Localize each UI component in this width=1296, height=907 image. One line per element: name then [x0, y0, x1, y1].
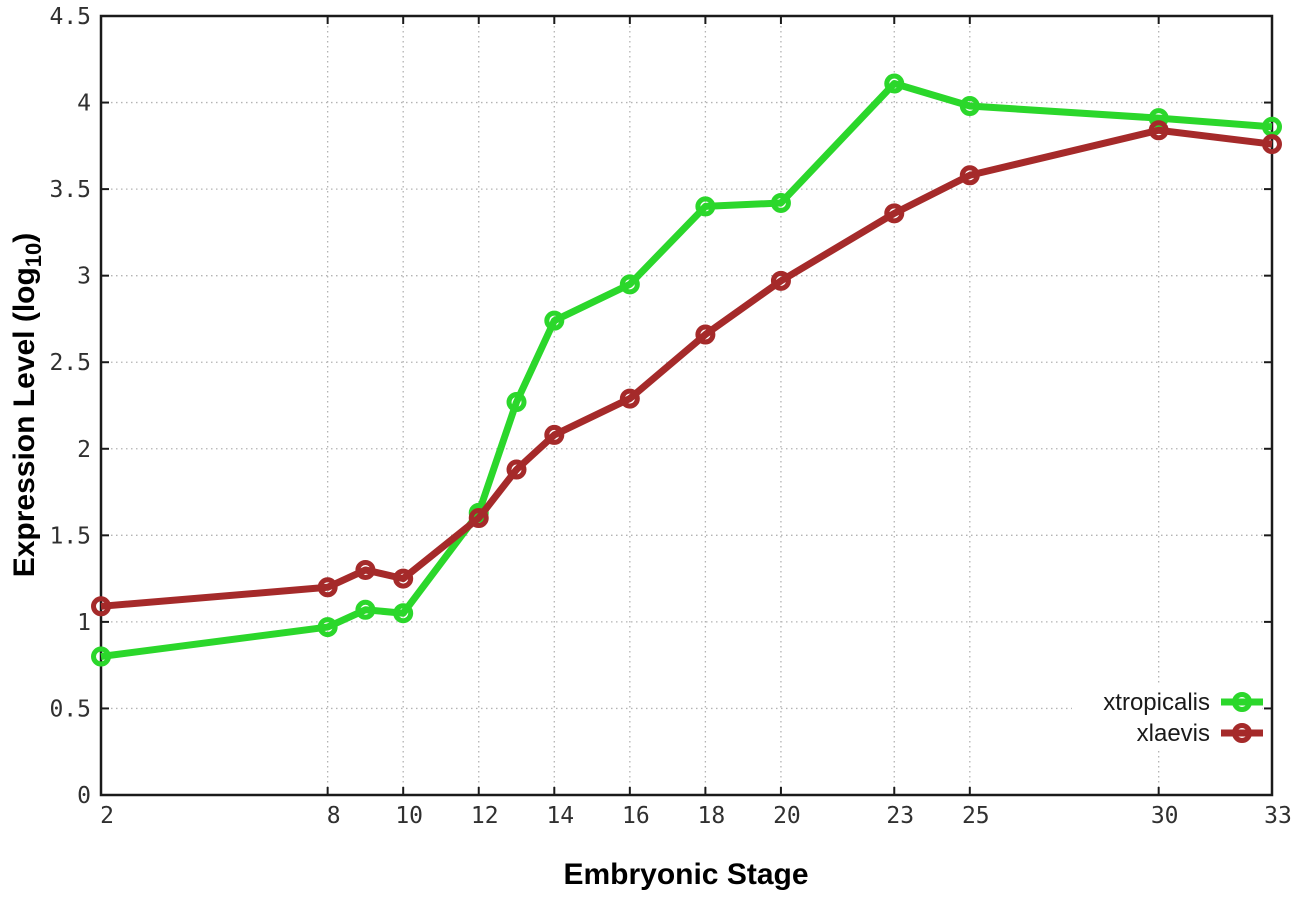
tick-label-layer: 2 8 10 12 14 16 18 20 23 25 30 33 0 0.5 1 1.5 2 2.5 3 3.5 4 4…	[49, 4, 1291, 829]
data-point-xlaevis	[884, 203, 905, 224]
y-tick-label: 1	[77, 610, 91, 636]
y-tick-label: 4	[77, 91, 91, 117]
data-point-xtropicalis	[91, 646, 111, 667]
x-tick-label: 10	[395, 803, 423, 829]
y-axis-title-close: )	[8, 233, 41, 243]
data-point-xtropicalis	[695, 196, 716, 217]
data-point-xtropicalis	[544, 310, 565, 331]
data-point-xtropicalis	[506, 392, 527, 413]
legend-label-xtropicalis: xtropicalis	[1103, 689, 1210, 716]
data-point-xtropicalis	[619, 274, 640, 295]
plot-border	[99, 14, 1274, 797]
data-point-xlaevis	[468, 508, 489, 529]
data-point-xlaevis	[355, 559, 376, 580]
x-tick-label: 30	[1151, 803, 1179, 829]
legend-marker-xtropicalis	[1232, 692, 1252, 712]
y-tick-label: 0.5	[49, 696, 91, 722]
x-tick-label: 18	[698, 803, 726, 829]
tick-layer	[100, 15, 1273, 796]
x-tick-label: 14	[546, 803, 574, 829]
data-point-xlaevis	[619, 388, 640, 409]
data-point-xlaevis	[959, 165, 980, 186]
grid-layer	[101, 16, 1272, 795]
y-tick-label: 4.5	[49, 4, 91, 30]
y-axis-title-subscript: 10	[21, 243, 46, 267]
data-point-xlaevis	[91, 596, 111, 617]
y-tick-label: 3	[77, 264, 91, 290]
data-point-xlaevis	[506, 459, 527, 480]
data-point-xtropicalis	[884, 73, 905, 94]
x-tick-label: 33	[1264, 803, 1292, 829]
data-point-xlaevis	[393, 568, 414, 589]
y-tick-label: 3.5	[49, 177, 91, 203]
x-tick-label: 20	[773, 803, 801, 829]
x-tick-label: 25	[962, 803, 990, 829]
y-tick-label: 2	[77, 437, 91, 463]
data-point-xlaevis	[695, 324, 716, 345]
x-tick-label: 12	[471, 803, 499, 829]
y-tick-label: 2.5	[49, 350, 91, 376]
data-point-xlaevis	[1262, 134, 1282, 155]
data-point-xtropicalis	[959, 96, 980, 117]
y-axis-title: Expression Level (log10)	[8, 233, 46, 578]
data-point-xlaevis	[1148, 120, 1169, 141]
series-layer	[91, 73, 1282, 667]
legend-label-xlaevis: xlaevis	[1137, 720, 1210, 747]
data-point-xlaevis	[544, 424, 565, 445]
data-point-xtropicalis	[1148, 108, 1169, 129]
series-line-xtropicalis	[100, 80, 1273, 660]
legend-background	[1072, 684, 1262, 750]
data-point-xtropicalis	[393, 603, 414, 624]
x-axis-title: Embryonic Stage	[563, 858, 808, 891]
x-tick-label: 8	[327, 803, 341, 829]
data-point-xtropicalis	[317, 617, 338, 638]
x-tick-label: 23	[886, 803, 914, 829]
legend-marker-xlaevis	[1232, 723, 1252, 743]
data-point-xlaevis	[770, 270, 791, 291]
data-point-xtropicalis	[355, 599, 376, 620]
y-axis-title-main: Expression Level (log	[8, 267, 41, 577]
y-tick-label: 0	[77, 783, 91, 809]
data-point-xtropicalis	[770, 192, 791, 213]
y-tick-label: 1.5	[49, 523, 91, 549]
x-tick-label: 16	[622, 803, 650, 829]
x-tick-label: 2	[100, 803, 114, 829]
legend: xtropicalis xlaevis	[1072, 684, 1263, 750]
data-point-xlaevis	[317, 577, 338, 598]
